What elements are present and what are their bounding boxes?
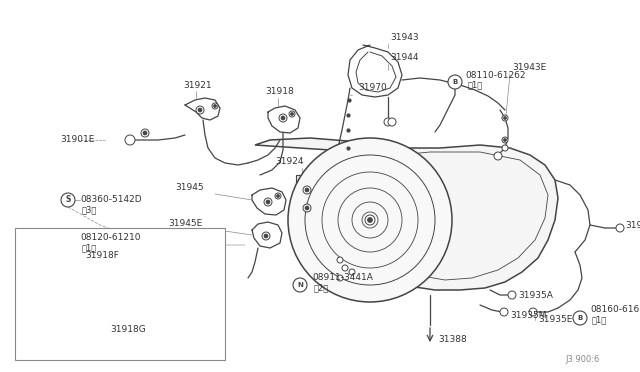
Circle shape [293,278,307,292]
Circle shape [502,137,508,143]
Bar [296,175,344,237]
Text: 31918G: 31918G [110,326,146,334]
Circle shape [196,106,204,114]
Circle shape [349,269,355,275]
Text: 31388: 31388 [438,336,467,344]
Text: B: B [577,315,582,321]
Circle shape [198,108,202,112]
Text: 31945E: 31945E [168,219,202,228]
Circle shape [305,206,309,210]
Circle shape [502,115,508,121]
Circle shape [52,315,58,321]
Circle shape [264,198,272,206]
Circle shape [388,118,396,126]
Circle shape [289,111,295,117]
Circle shape [77,305,83,311]
Circle shape [61,193,75,207]
Text: 31901E: 31901E [60,135,94,144]
Circle shape [266,200,270,204]
Circle shape [214,105,216,108]
Circle shape [303,204,311,212]
Circle shape [279,114,287,122]
Text: 08360-5142D: 08360-5142D [80,196,141,205]
Circle shape [281,116,285,120]
Circle shape [384,118,392,126]
Circle shape [508,291,516,299]
Circle shape [504,138,506,141]
Circle shape [448,75,462,89]
Circle shape [367,218,372,222]
Text: 31970: 31970 [358,83,387,93]
Circle shape [61,231,75,245]
Circle shape [337,257,343,263]
Polygon shape [255,138,558,290]
Circle shape [135,283,141,289]
Text: S: S [65,196,70,205]
Circle shape [275,193,281,199]
Circle shape [291,112,294,115]
Text: 31935: 31935 [625,221,640,230]
Text: （1）: （1） [592,315,607,324]
Circle shape [342,265,348,271]
Text: （1）: （1） [82,244,97,253]
Circle shape [141,129,149,137]
Text: 31944: 31944 [390,54,419,62]
Bar [15,228,225,360]
Text: S: S [65,234,70,243]
Text: 31921: 31921 [183,80,212,90]
Circle shape [24,324,36,336]
Circle shape [616,224,624,232]
Text: （3）: （3） [82,205,97,215]
Text: 08911-3441A: 08911-3441A [312,273,373,282]
Text: 31935E: 31935E [538,315,572,324]
Circle shape [276,195,280,198]
Circle shape [179,259,191,271]
Text: 31943E: 31943E [512,64,547,73]
Text: N: N [297,282,303,288]
Text: 08120-61210: 08120-61210 [80,234,141,243]
Text: 31918F: 31918F [85,250,119,260]
Circle shape [212,103,218,109]
Circle shape [305,188,309,192]
Text: B: B [452,79,458,85]
Circle shape [159,272,165,278]
Circle shape [288,138,452,302]
Circle shape [143,131,147,135]
Circle shape [303,186,311,194]
Text: 08160-61610: 08160-61610 [590,305,640,314]
Text: 31935A: 31935A [518,291,553,299]
Text: 31945: 31945 [175,183,204,192]
Circle shape [264,234,268,238]
Text: 31935M: 31935M [510,311,547,321]
Text: 08110-61262: 08110-61262 [465,71,525,80]
Circle shape [337,275,343,281]
Circle shape [105,295,111,301]
Text: 31943: 31943 [390,33,419,42]
Circle shape [262,232,270,240]
Circle shape [504,116,506,119]
Circle shape [125,135,135,145]
Circle shape [494,152,502,160]
Circle shape [529,308,537,316]
Text: （1）: （1） [468,80,483,90]
Text: 31918: 31918 [265,87,294,96]
Circle shape [573,311,587,325]
Circle shape [500,308,508,316]
Circle shape [365,215,375,225]
Circle shape [502,145,508,151]
Text: （2）: （2） [314,283,329,292]
Text: 31924: 31924 [275,157,303,167]
Text: J3 900:6: J3 900:6 [565,356,600,365]
